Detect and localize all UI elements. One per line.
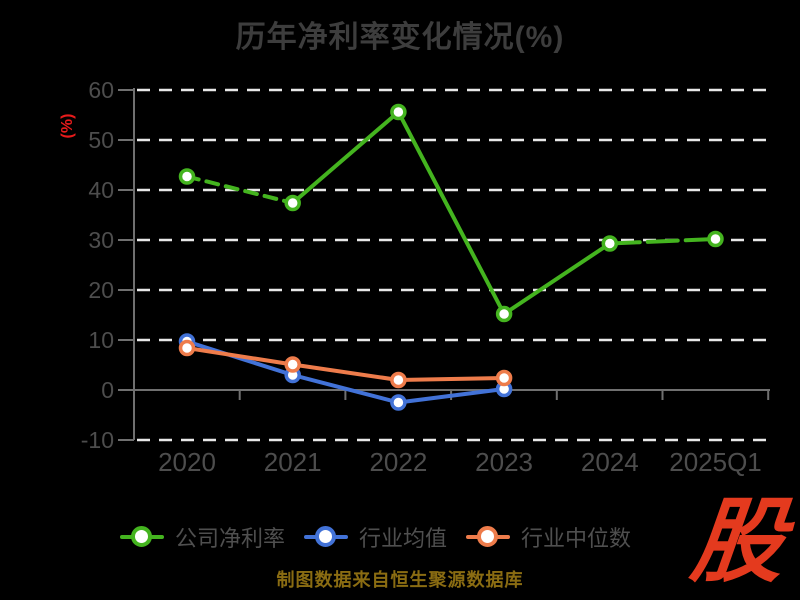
legend-item-industry-median[interactable]: 行业中位数 (466, 521, 631, 553)
legend-marker-green-icon (120, 526, 164, 548)
y-tick-label: 50 (88, 127, 114, 153)
legend-label-company-net-margin: 公司净利率 (175, 526, 286, 551)
series-0-segment-0 (185, 174, 295, 205)
series-1-point-2022 (390, 394, 407, 411)
series-2-segment-1 (290, 362, 401, 382)
x-tick-label-2022: 2022 (369, 447, 427, 477)
legend-item-industry-mean[interactable]: 行业均值 (304, 521, 447, 553)
series-2-segment-0 (185, 346, 295, 367)
x-tick-label-2025Q1: 2025Q1 (669, 447, 762, 477)
y-tick-label: 60 (88, 77, 114, 103)
series-1-segment-1 (290, 373, 401, 405)
stock-brand-logo: 股 (686, 491, 790, 593)
y-tick-label: 30 (88, 227, 114, 253)
x-tick-label-2021: 2021 (264, 447, 322, 477)
y-tick-label: -10 (81, 427, 114, 453)
y-tick-label: 10 (88, 327, 114, 353)
y-tick-label: 0 (101, 377, 114, 403)
y-tick-label: 40 (88, 177, 114, 203)
series-0-point-2025Q1 (707, 230, 724, 248)
legend-label-industry-mean: 行业均值 (359, 526, 448, 551)
y-axis-unit-label: (%) (59, 114, 76, 139)
x-tick-label-2023: 2023 (475, 447, 533, 477)
x-tick-label-2020: 2020 (158, 447, 216, 477)
legend-marker-blue-icon (304, 526, 349, 548)
chart-legend: 公司净利率 行业均值 行业中位数 (120, 521, 631, 553)
series-0-segment-2 (396, 110, 507, 316)
series-2-segment-2 (396, 376, 507, 382)
legend-marker-orange-icon (466, 526, 511, 548)
series-0-point-2024 (601, 235, 619, 252)
x-tick-label-2024: 2024 (581, 447, 639, 477)
series-2-point-2020 (178, 339, 196, 357)
legend-label-industry-median: 行业中位数 (521, 526, 632, 551)
series-1-segment-2 (396, 387, 507, 405)
data-source-credit: 制图数据来自恒生聚源数据库 (276, 570, 524, 590)
series-0-point-2023 (495, 305, 513, 323)
line-chart-canvas: 60 50 40 30 20 10 0 -10 2020 2021 2022 2023 2024 2025… (59, 77, 770, 477)
chart-title: 历年净利率变化情况(%) (235, 21, 565, 54)
series-2-point-2021 (284, 356, 301, 373)
series-0-point-2022 (390, 103, 407, 121)
series-2-point-2022 (390, 371, 407, 389)
series-0-segment-1 (290, 110, 401, 205)
y-tick-label: 20 (88, 277, 114, 303)
series-2-point-2023 (495, 369, 513, 387)
legend-item-company-net-margin[interactable]: 公司净利率 (120, 521, 285, 553)
series-0-segment-3 (502, 241, 612, 316)
series-0-point-2020 (178, 168, 196, 185)
series-0-point-2021 (284, 194, 301, 212)
series-0-segment-4 (607, 237, 718, 246)
